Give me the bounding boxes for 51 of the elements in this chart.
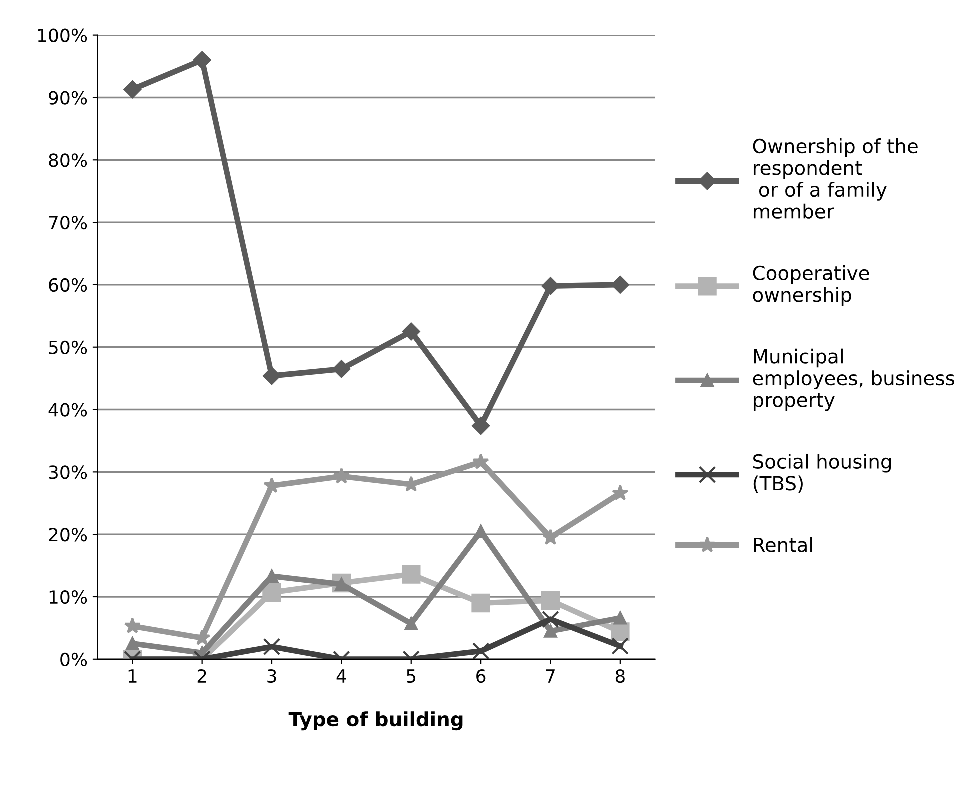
point: [472, 642, 490, 660]
point: [402, 322, 420, 341]
legend-label: Ownership of the respondent or of a family member: [753, 138, 918, 219]
y-tick-label: 0%: [60, 652, 88, 667]
y-tick-label: 50%: [49, 340, 88, 354]
point: [193, 51, 212, 70]
y-tick-label: 100%: [38, 28, 88, 42]
y-tick-label: 90%: [49, 91, 88, 105]
point: [263, 367, 281, 385]
point: [541, 591, 560, 610]
point: [612, 484, 629, 501]
y-tick-label: 20%: [49, 528, 88, 542]
y-tick-label: 40%: [48, 403, 88, 417]
y-tick-label: 70%: [49, 216, 88, 230]
y-tick-label: 80%: [49, 154, 88, 168]
point: [404, 617, 418, 630]
y-tick-label: 10%: [50, 590, 88, 604]
legend-label: Municipal employees, business property: [753, 348, 954, 412]
x-tick-label: 1: [128, 670, 137, 683]
x-tick-label: 2: [198, 669, 206, 683]
x-tick-label: 4: [336, 670, 346, 683]
legend-label: Social housing (TBS): [754, 454, 892, 494]
x-axis-title: Type of building: [288, 712, 463, 731]
point: [124, 618, 141, 634]
point: [126, 637, 140, 650]
x-tick-label: 7: [546, 670, 555, 683]
x-tick-label: 3: [268, 669, 276, 684]
y-tick-label: 60%: [49, 278, 88, 292]
y-tick-label: 30%: [49, 466, 88, 480]
point: [472, 594, 490, 613]
point: [124, 80, 142, 99]
point: [333, 468, 350, 484]
point: [614, 612, 628, 625]
point: [472, 454, 490, 470]
point: [472, 417, 490, 435]
point: [474, 524, 488, 538]
point: [402, 565, 421, 584]
point: [612, 638, 630, 655]
legend-label: Rental: [754, 537, 812, 552]
point: [612, 276, 630, 294]
legend-label: Cooperative ownership: [753, 265, 870, 306]
point: [262, 583, 282, 602]
x-tick-label: 5: [407, 670, 416, 684]
point: [263, 638, 281, 656]
point: [542, 529, 560, 545]
point: [542, 610, 560, 628]
point: [332, 360, 351, 378]
x-tick-label: 8: [616, 669, 625, 684]
x-tick-label: 6: [476, 669, 486, 684]
point: [544, 624, 558, 638]
point: [542, 277, 560, 296]
